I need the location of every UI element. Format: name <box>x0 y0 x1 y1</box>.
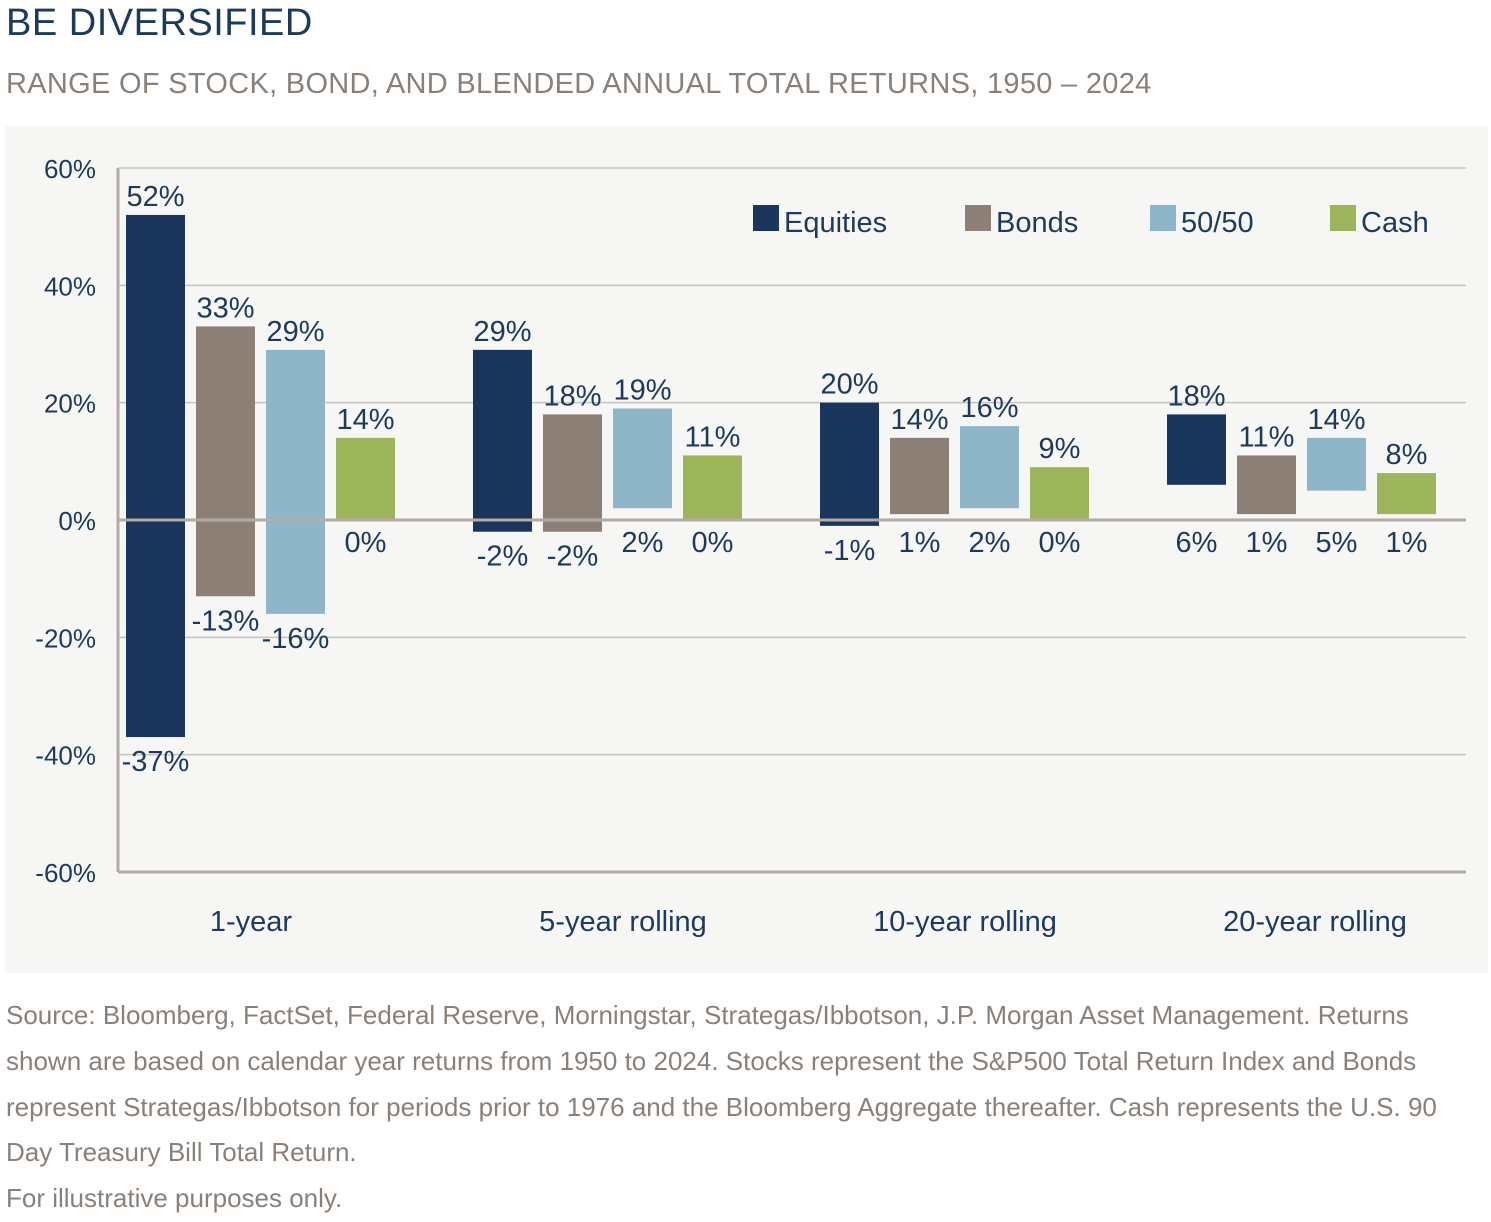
bar-max-label: 29% <box>266 316 324 348</box>
legend-label: Cash <box>1361 207 1429 239</box>
x-category-label: 20-year rolling <box>1223 906 1407 938</box>
x-category-label: 5-year rolling <box>539 906 707 938</box>
bar-bonds <box>890 437 949 515</box>
bar-min-label: 0% <box>1039 527 1081 559</box>
bar-min-label: 2% <box>969 527 1011 559</box>
bar-min-label: -16% <box>262 623 330 655</box>
bar-bonds <box>1237 455 1296 515</box>
bar-min-label: 2% <box>622 527 664 559</box>
bar-cash <box>1030 467 1089 520</box>
bar-equities <box>1167 414 1226 485</box>
legend-swatch <box>965 205 991 231</box>
bar-min-label: 5% <box>1316 527 1358 559</box>
bar-50-50 <box>1307 437 1366 491</box>
bar-max-label: 8% <box>1386 439 1428 471</box>
bar-max-label: 14% <box>890 404 948 436</box>
bar-bonds <box>196 326 255 597</box>
bar-cash <box>683 455 742 520</box>
bar-max-label: 9% <box>1039 433 1081 465</box>
bar-equities <box>126 214 185 738</box>
bar-max-label: 11% <box>685 421 741 453</box>
source-note: Source: Bloomberg, FactSet, Federal Rese… <box>6 993 1476 1222</box>
legend-label: Bonds <box>996 207 1078 239</box>
y-tick-label: -60% <box>35 858 96 888</box>
bar-equities <box>473 349 532 532</box>
bar-max-label: 16% <box>960 392 1018 424</box>
y-tick-label: 40% <box>44 271 96 301</box>
page-title: BE DIVERSIFIED <box>6 2 313 44</box>
bar-min-label: 0% <box>345 527 387 559</box>
bar-min-label: -37% <box>122 746 190 778</box>
bar-max-label: 18% <box>1167 380 1225 412</box>
y-tick-label: -20% <box>35 623 96 653</box>
bar-min-label: -2% <box>477 541 529 573</box>
bar-max-label: 20% <box>820 369 878 401</box>
illustrative-note: For illustrative purposes only. <box>6 1183 343 1214</box>
bar-min-label: 0% <box>692 527 734 559</box>
bar-min-label: 1% <box>1386 527 1428 559</box>
bar-50-50 <box>266 349 325 614</box>
bar-equities <box>820 402 879 526</box>
y-tick-label: 0% <box>58 506 96 536</box>
bar-max-label: 18% <box>543 380 601 412</box>
page-subtitle: RANGE OF STOCK, BOND, AND BLENDED ANNUAL… <box>6 68 1152 100</box>
bar-max-label: 14% <box>1307 404 1365 436</box>
bar-max-label: 52% <box>126 181 184 213</box>
bar-max-label: 29% <box>473 316 531 348</box>
bar-min-label: 1% <box>899 527 941 559</box>
bar-cash <box>1377 473 1436 515</box>
bar-bonds <box>543 414 602 532</box>
bar-min-label: -1% <box>824 535 876 567</box>
bar-max-label: 19% <box>613 375 671 407</box>
legend-label: 50/50 <box>1181 207 1254 239</box>
bar-min-label: 1% <box>1246 527 1288 559</box>
bar-max-label: 11% <box>1239 421 1295 453</box>
bar-min-label: -2% <box>547 541 599 573</box>
bar-cash <box>336 437 395 520</box>
source-text: Source: Bloomberg, FactSet, Federal Rese… <box>6 1000 1437 1168</box>
y-tick-label: 60% <box>44 154 96 184</box>
range-bar-chart: 60% 40% 20% 0% -20% -40% -60% 52% -37% 29% -2% 20% -… <box>35 154 1466 938</box>
bar-max-label: 14% <box>336 404 394 436</box>
legend-swatch <box>1150 205 1176 231</box>
bar-50-50 <box>613 408 672 509</box>
bar-50-50 <box>960 426 1019 509</box>
x-category-label: 1-year <box>210 906 293 938</box>
bar-min-label: 6% <box>1176 527 1218 559</box>
legend-label: Equities <box>784 207 887 239</box>
x-category-label: 10-year rolling <box>873 906 1057 938</box>
bar-min-label: -13% <box>192 605 260 637</box>
bar-max-label: 33% <box>196 292 254 324</box>
legend-swatch <box>1330 205 1356 231</box>
legend-swatch <box>753 205 779 231</box>
y-tick-label: 20% <box>44 389 96 419</box>
y-tick-label: -40% <box>35 741 96 771</box>
